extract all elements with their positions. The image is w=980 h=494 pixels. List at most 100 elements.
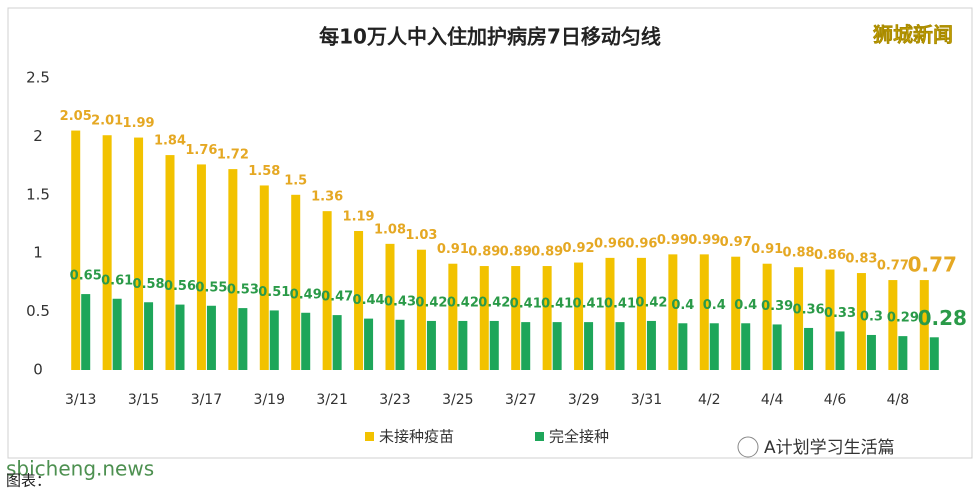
value-label: 0.97 — [720, 235, 752, 250]
value-label: 0.89 — [531, 245, 563, 260]
value-label: 0.88 — [783, 246, 815, 261]
value-label: 0.47 — [321, 290, 353, 305]
value-label: 0.4 — [671, 298, 694, 313]
bar — [741, 323, 751, 370]
x-tick-label: 3/23 — [379, 392, 410, 408]
value-label: 0.83 — [845, 252, 877, 267]
bar — [521, 322, 531, 370]
y-tick-label: 2.5 — [26, 69, 50, 87]
legend-label: 完全接种 — [549, 428, 609, 446]
bar — [898, 336, 908, 370]
value-label: 0.49 — [290, 287, 322, 302]
bar — [542, 266, 552, 370]
bar — [71, 130, 81, 370]
bar — [301, 312, 311, 370]
bar — [112, 298, 122, 370]
x-tick-label: 4/2 — [698, 392, 721, 408]
bar — [448, 263, 458, 370]
bar — [584, 322, 594, 370]
bar — [574, 262, 584, 370]
bar — [552, 322, 562, 370]
bar — [636, 257, 646, 370]
chart-title: 每10万人中入住加护病房7日移动匀线 — [319, 25, 661, 49]
value-label: 0.39 — [761, 299, 793, 314]
bar — [395, 319, 405, 370]
value-label: 0.36 — [793, 302, 825, 317]
value-label: 0.89 — [468, 245, 500, 260]
value-label: 0.4 — [703, 298, 726, 313]
value-label: 0.96 — [594, 236, 626, 251]
value-label: 0.65 — [70, 269, 102, 284]
x-tick-label: 4/6 — [824, 392, 847, 408]
bar — [196, 164, 206, 370]
bar — [479, 266, 489, 370]
value-label: 0.29 — [887, 311, 919, 326]
legend-label: 未接种疫苗 — [379, 428, 454, 446]
legend-swatch — [535, 432, 544, 441]
bar — [259, 185, 269, 370]
bar — [772, 324, 782, 370]
bar — [605, 257, 615, 370]
bar — [269, 310, 279, 370]
value-label: 1.36 — [311, 190, 343, 205]
bar — [709, 323, 719, 370]
x-tick-label: 3/27 — [505, 392, 536, 408]
bar — [458, 320, 468, 370]
value-label: 1.58 — [248, 164, 280, 179]
bar — [134, 137, 144, 370]
value-label: 1.84 — [154, 134, 186, 149]
bar — [699, 254, 709, 370]
bar — [762, 263, 772, 370]
value-label: 0.92 — [563, 241, 595, 256]
value-label: 0.44 — [353, 293, 385, 308]
bar — [731, 256, 741, 370]
value-label: 0.58 — [133, 277, 165, 292]
value-label: 0.42 — [635, 295, 667, 310]
bar — [291, 194, 301, 370]
value-label: 0.61 — [101, 273, 133, 288]
bar — [364, 318, 374, 370]
value-label: 0.41 — [541, 297, 573, 312]
bar — [888, 280, 898, 370]
bar — [228, 169, 238, 370]
bar — [385, 243, 395, 370]
x-tick-label: 3/13 — [65, 392, 96, 408]
bar — [804, 327, 814, 370]
value-label: 0.43 — [384, 294, 416, 309]
bar — [206, 305, 216, 370]
value-label: 0.41 — [573, 297, 605, 312]
value-label: 2.01 — [91, 114, 123, 129]
bar — [144, 302, 154, 370]
bar — [354, 231, 364, 370]
value-label: 1.03 — [405, 228, 437, 243]
value-label: 1.76 — [185, 143, 217, 158]
bar — [322, 211, 332, 370]
value-label: 0.91 — [751, 242, 783, 257]
value-label: 0.96 — [625, 236, 657, 251]
value-label: 0.91 — [437, 242, 469, 257]
value-label: 1.19 — [343, 210, 375, 225]
value-label: 0.28 — [918, 306, 967, 330]
y-tick-label: 0.5 — [26, 302, 50, 320]
y-tick-label: 2 — [33, 127, 43, 145]
x-tick-label: 3/17 — [191, 392, 222, 408]
bar — [426, 320, 436, 370]
value-label: 0.41 — [604, 297, 636, 312]
value-label: 0.51 — [258, 285, 290, 300]
value-label: 0.86 — [814, 248, 846, 263]
bar — [165, 155, 175, 370]
legend-swatch — [365, 432, 374, 441]
value-label: 0.42 — [447, 295, 479, 310]
bar — [794, 267, 804, 370]
value-label: 0.99 — [657, 233, 689, 248]
bar — [646, 320, 656, 370]
value-label: 0.77 — [908, 253, 957, 277]
bar — [615, 322, 625, 370]
x-tick-label: 3/25 — [442, 392, 473, 408]
value-label: 1.5 — [284, 173, 307, 188]
account-icon — [737, 436, 759, 458]
value-label: 0.4 — [734, 298, 757, 313]
bar — [332, 315, 342, 370]
bar — [489, 320, 499, 370]
